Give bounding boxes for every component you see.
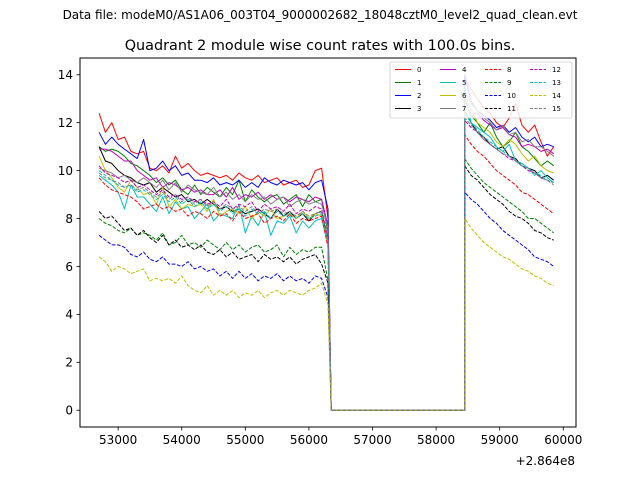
series-line-14 bbox=[98, 218, 554, 411]
legend-box bbox=[389, 61, 573, 119]
y-tick-label: 8 bbox=[65, 212, 73, 226]
axes-frame bbox=[79, 57, 577, 428]
x-tick-label: 53000 bbox=[99, 433, 137, 447]
x-tick-label: 59000 bbox=[481, 433, 519, 447]
x-offset-label: +2.864e8 bbox=[516, 454, 575, 468]
series-line-15 bbox=[98, 117, 555, 411]
y-tick-label: 4 bbox=[65, 308, 73, 322]
series-line-12 bbox=[98, 119, 554, 411]
x-tick-label: 57000 bbox=[353, 433, 391, 447]
x-tick-label: 56000 bbox=[290, 433, 328, 447]
x-tick-label: 55000 bbox=[226, 433, 264, 447]
series-line-3 bbox=[98, 110, 555, 411]
series-line-9 bbox=[98, 158, 555, 411]
legend-label-10: 10 bbox=[507, 92, 516, 100]
legend-label-5: 5 bbox=[462, 79, 466, 87]
series-line-11 bbox=[98, 165, 554, 411]
axes: 53000 54000 55000 56000 57000 58000 59000 60000… bbox=[58, 57, 582, 447]
y-tick-label: 10 bbox=[58, 164, 73, 178]
legend-label-8: 8 bbox=[507, 66, 511, 74]
legend-label-14: 14 bbox=[552, 92, 561, 100]
series-line-10 bbox=[98, 191, 555, 411]
legend-label-4: 4 bbox=[462, 66, 467, 74]
x-tick-label: 58000 bbox=[417, 433, 455, 447]
series-line-6 bbox=[98, 95, 554, 411]
legend-label-12: 12 bbox=[552, 66, 561, 74]
series-line-7 bbox=[98, 91, 555, 411]
legend-label-1: 1 bbox=[417, 79, 421, 87]
legend-label-0: 0 bbox=[417, 66, 421, 74]
y-tick-label: 14 bbox=[58, 68, 73, 82]
series-line-5 bbox=[98, 83, 555, 411]
y-tick-label: 12 bbox=[58, 116, 73, 130]
y-tick-label: 6 bbox=[65, 260, 73, 274]
series-line-0 bbox=[98, 79, 555, 411]
series-line-8 bbox=[98, 134, 554, 411]
legend-label-2: 2 bbox=[417, 92, 421, 100]
data-file-header: Data file: modeM0/AS1A06_003T04_90000026… bbox=[63, 8, 578, 22]
x-tick-label: 60000 bbox=[544, 433, 582, 447]
legend-label-6: 6 bbox=[462, 92, 467, 100]
y-tick-label: 2 bbox=[65, 356, 73, 370]
legend-label-11: 11 bbox=[507, 105, 516, 113]
y-tick-label: 0 bbox=[65, 404, 73, 418]
chart-title: Quadrant 2 module wise count rates with … bbox=[125, 38, 516, 54]
legend-label-9: 9 bbox=[507, 79, 511, 87]
legend-label-7: 7 bbox=[462, 105, 466, 113]
legend-label-13: 13 bbox=[552, 79, 561, 87]
legend-label-15: 15 bbox=[552, 105, 561, 113]
series-line-2 bbox=[98, 74, 554, 411]
x-tick-label: 54000 bbox=[163, 433, 201, 447]
series-line-1 bbox=[98, 98, 555, 411]
legend-label-3: 3 bbox=[417, 105, 421, 113]
plot-lines bbox=[98, 74, 555, 411]
